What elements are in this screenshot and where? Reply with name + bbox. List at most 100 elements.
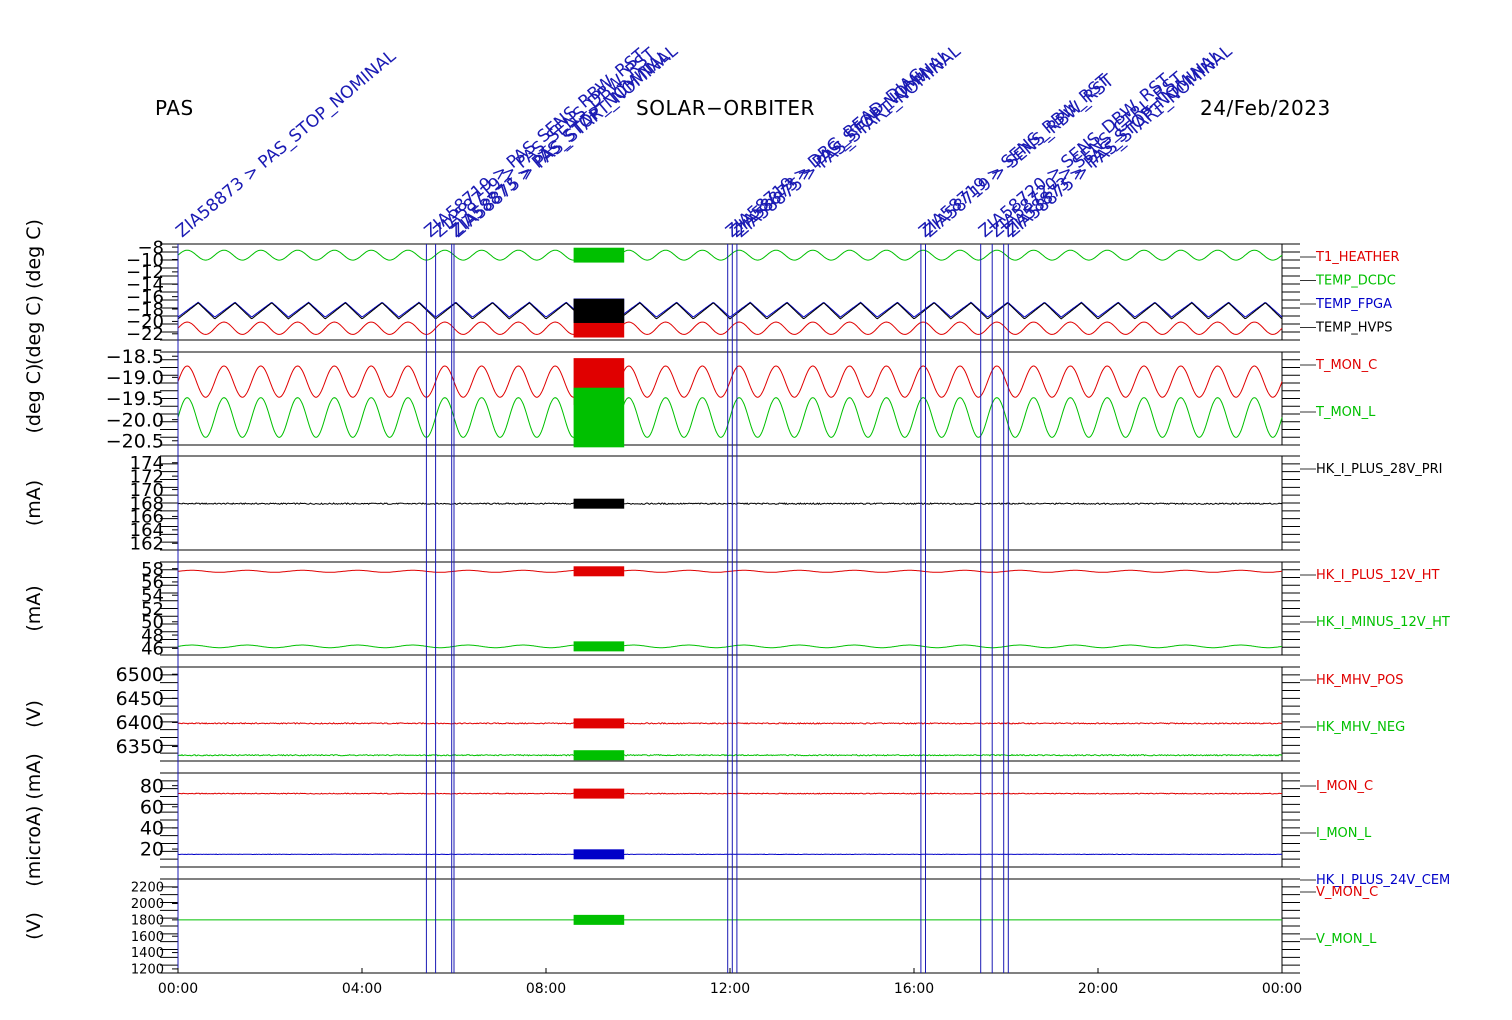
y-tick-label: 46 bbox=[141, 639, 164, 660]
y-tick-label: −20.0 bbox=[106, 409, 164, 431]
dense-data-block bbox=[573, 641, 625, 652]
x-tick-label: 00:00 bbox=[158, 981, 198, 997]
y-tick-label: 2200 bbox=[131, 881, 164, 896]
dense-data-block bbox=[573, 750, 625, 761]
y-tick-label: −16 bbox=[126, 287, 164, 308]
y-axis-label: (deg C) bbox=[23, 364, 45, 434]
dense-data-block bbox=[573, 298, 625, 323]
y-tick-label: 80 bbox=[140, 775, 164, 797]
legend-entry: HK_I_PLUS_24V_CEM bbox=[1316, 873, 1450, 888]
y-axis-label: (microA) (mA) bbox=[23, 753, 45, 886]
y-tick-label: 166 bbox=[130, 507, 164, 528]
series-line-hk_i_minus_12v_ht bbox=[177, 644, 1283, 649]
y-tick-label: −18 bbox=[126, 299, 164, 320]
legend-entry: TEMP_DCDC bbox=[1315, 274, 1396, 289]
y-tick-label: 60 bbox=[140, 796, 164, 818]
panel-frame bbox=[177, 878, 1283, 974]
x-tick-label: 16:00 bbox=[894, 981, 934, 997]
dense-data-block bbox=[573, 498, 625, 509]
x-tick-label: 08:00 bbox=[526, 981, 566, 997]
y-tick-label: 6400 bbox=[116, 712, 164, 734]
x-tick-label: 04:00 bbox=[342, 981, 382, 997]
event-label: ZIA58875 > PAS_START_NOMINAL bbox=[448, 41, 682, 242]
dense-data-block bbox=[573, 566, 625, 577]
y-axis-label: (deg C) (deg C) bbox=[23, 219, 45, 365]
legend-entry: HK_I_PLUS_28V_PRI bbox=[1316, 462, 1442, 477]
y-tick-label: −20.5 bbox=[106, 430, 164, 452]
series-line-hk_i_plus_28v_pri bbox=[177, 502, 1283, 506]
legend-entry: T_MON_L bbox=[1315, 405, 1376, 420]
y-tick-label: 6500 bbox=[116, 664, 164, 686]
y-tick-label: 174 bbox=[130, 453, 164, 474]
event-label: ZIA58875 > PAS_START_NOMINAL bbox=[731, 41, 965, 242]
y-tick-label: −22 bbox=[126, 324, 164, 345]
y-tick-label: 1600 bbox=[131, 930, 164, 945]
y-tick-label: 50 bbox=[141, 612, 164, 633]
y-tick-label: −12 bbox=[126, 262, 164, 283]
legend-entry: I_MON_L bbox=[1316, 826, 1372, 841]
legend-entry: V_MON_L bbox=[1316, 932, 1377, 947]
y-tick-label: −19.0 bbox=[106, 367, 164, 389]
legend-entry: HK_I_PLUS_12V_HT bbox=[1316, 568, 1440, 583]
y-tick-label: −18.5 bbox=[106, 346, 164, 368]
legend-entry: HK_MHV_NEG bbox=[1316, 720, 1405, 735]
y-tick-label: 6450 bbox=[116, 688, 164, 710]
y-tick-label: 40 bbox=[140, 818, 164, 840]
y-tick-label: 162 bbox=[130, 534, 164, 555]
dense-data-block bbox=[573, 247, 625, 263]
dense-data-block bbox=[573, 718, 625, 729]
dense-data-block bbox=[573, 318, 625, 338]
y-axis-label: (mA) bbox=[23, 480, 45, 526]
y-tick-label: 2000 bbox=[131, 897, 164, 912]
y-tick-label: −19.5 bbox=[106, 388, 164, 410]
x-tick-label: 12:00 bbox=[710, 981, 750, 997]
legend-entry: T_MON_C bbox=[1315, 358, 1377, 373]
legend-entry: HK_I_MINUS_12V_HT bbox=[1316, 615, 1450, 630]
date-label: 24/Feb/2023 bbox=[1200, 96, 1331, 120]
dense-data-block bbox=[573, 788, 625, 799]
y-tick-label: 20 bbox=[140, 839, 164, 861]
y-axis-label: (mA) bbox=[23, 585, 45, 631]
legend-entry: I_MON_C bbox=[1316, 779, 1373, 794]
y-tick-label: 56 bbox=[141, 572, 164, 593]
y-tick-label: 1800 bbox=[131, 913, 164, 928]
y-axis-label: (V) bbox=[23, 912, 45, 940]
y-tick-label: −20 bbox=[126, 312, 164, 333]
legend-entry: TEMP_FPGA bbox=[1315, 297, 1392, 312]
panel-frame bbox=[177, 351, 1283, 446]
y-tick-label: 1200 bbox=[131, 962, 164, 977]
y-tick-label: 52 bbox=[141, 599, 164, 620]
y-tick-label: 54 bbox=[141, 586, 164, 607]
y-tick-label: 168 bbox=[130, 493, 164, 514]
y-tick-label: 58 bbox=[141, 559, 164, 580]
legend-entry: T1_HEATHER bbox=[1315, 250, 1400, 265]
y-tick-label: 6350 bbox=[116, 736, 164, 758]
series-line-hk_mhv_pos bbox=[177, 722, 1283, 725]
panel-frame bbox=[177, 243, 1283, 341]
panel-frame bbox=[177, 772, 1283, 868]
instrument-label: PAS bbox=[155, 96, 194, 120]
x-tick-label: 00:00 bbox=[1262, 981, 1302, 997]
y-tick-label: −14 bbox=[126, 275, 164, 296]
legend-entry: V_MON_C bbox=[1316, 885, 1378, 900]
series-line-hk_i_plus_12v_ht bbox=[177, 569, 1283, 573]
y-tick-label: 1400 bbox=[131, 946, 164, 961]
dense-data-block bbox=[573, 387, 625, 448]
dense-data-block bbox=[573, 849, 625, 860]
series-line-temp_hvps bbox=[177, 302, 1283, 320]
panel-2: −18.5−19.0−19.5−20.0−20.5 (deg C) T_MON_C T… bbox=[23, 346, 1377, 453]
event-label: ZIA58873 > PAS_STOP_NOMINAL bbox=[172, 46, 400, 242]
y-tick-label: 172 bbox=[130, 466, 164, 487]
y-tick-label: −10 bbox=[126, 250, 164, 271]
y-axis-label: (V) bbox=[23, 700, 45, 728]
y-tick-label: 170 bbox=[130, 480, 164, 501]
y-tick-label: 164 bbox=[130, 520, 164, 541]
y-tick-label: 48 bbox=[141, 625, 164, 646]
series-line-t_mon_c bbox=[177, 365, 1283, 398]
